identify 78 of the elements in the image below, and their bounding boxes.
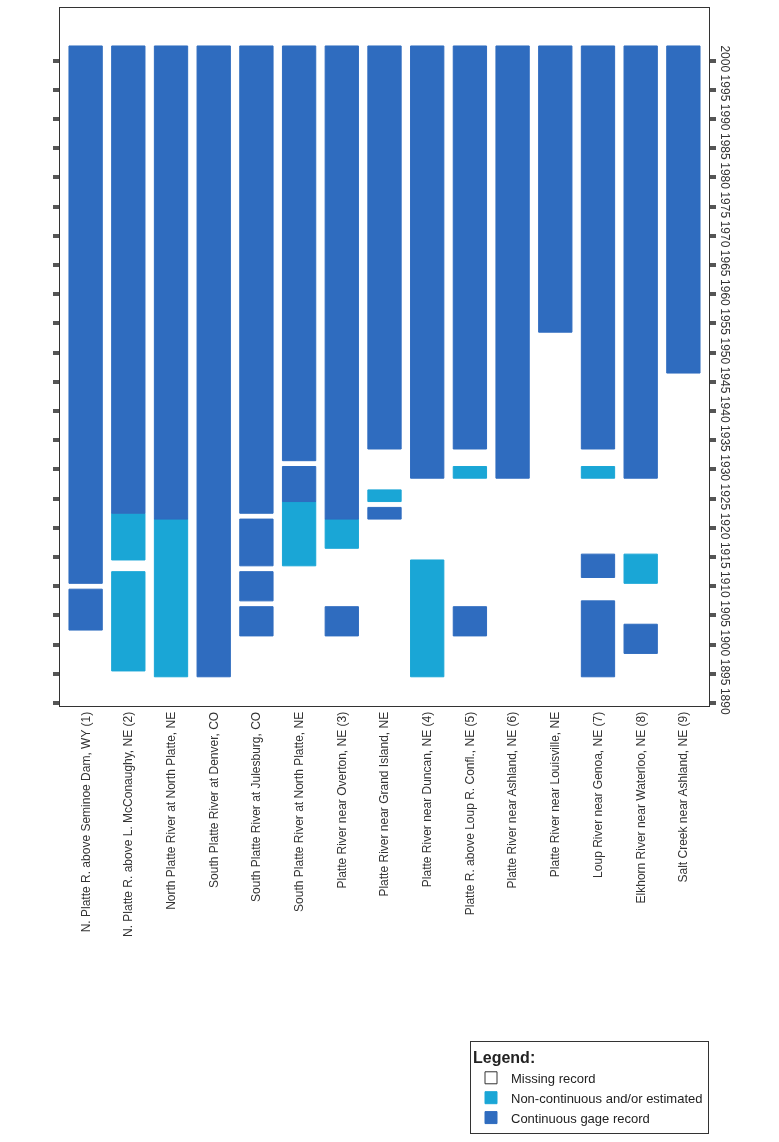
bar [538, 45, 573, 333]
bar [623, 623, 658, 654]
bar [281, 466, 317, 503]
bar [367, 45, 402, 450]
x-tick-label: Platte River near Overton, NE (3) [334, 711, 349, 889]
bar [68, 45, 103, 584]
x-tick-label: North Platte River at North Platte, NE [163, 711, 178, 910]
bar [623, 45, 658, 479]
x-tick-label: Elkhorn River near Waterloo, NE (8) [633, 711, 648, 904]
x-tick-label: Salt Creek near Ashland, NE (9) [676, 711, 691, 883]
bar [452, 45, 488, 450]
bar [324, 518, 359, 549]
y-tick-label: 1970 [717, 220, 732, 248]
bar [580, 553, 616, 578]
x-tick-label: N. Platte R. above Seminoe Dam, WY (1) [78, 711, 93, 933]
legend-label: Continuous gage record [511, 1110, 650, 1126]
y-tick-label: 1995 [717, 74, 732, 102]
y-tick-label: 1950 [717, 337, 732, 365]
bar [580, 45, 616, 450]
x-tick-label: South Platte River at North Platte, NE [292, 711, 307, 912]
bar [281, 501, 317, 567]
bar [324, 606, 359, 637]
x-tick-label: Platte River near Ashland, NE (6) [505, 711, 520, 889]
y-tick-label: 1905 [717, 600, 732, 628]
x-tick-label: Platte R. above Loup R. Confl., NE (5) [462, 711, 477, 916]
x-tick-label: Platte River near Grand Island, NE [377, 711, 392, 897]
bar [239, 518, 274, 567]
bar [239, 571, 274, 602]
legend-title: Legend: [473, 1048, 536, 1066]
y-tick-label: 1930 [717, 454, 732, 482]
y-tick-label: 1915 [717, 541, 732, 569]
x-tick-label: Platte River near Louisville, NE [548, 711, 563, 878]
x-tick-label: Platte River near Duncan, NE (4) [420, 711, 435, 888]
y-tick-label: 1890 [717, 687, 732, 715]
y-tick-label: 1935 [717, 425, 732, 453]
bar [68, 588, 103, 631]
y-tick-label: 1940 [717, 395, 732, 423]
y-tick-label: 1960 [717, 279, 732, 307]
bar [580, 600, 616, 678]
bar [111, 45, 146, 514]
y-tick-label: 1975 [717, 191, 732, 219]
bar [281, 45, 317, 462]
y-tick-label: 2000 [717, 45, 732, 73]
y-tick-label: 1895 [717, 658, 732, 686]
x-tick-label: Loup River near Genoa, NE (7) [590, 711, 605, 878]
bar [666, 45, 701, 374]
bar [196, 45, 231, 678]
bar [324, 45, 359, 520]
y-tick-label: 1920 [717, 512, 732, 540]
bar [239, 45, 274, 514]
bar [410, 559, 445, 678]
y-tick-label: 1980 [717, 162, 732, 190]
bar [153, 45, 189, 520]
bar [580, 466, 616, 479]
bar [410, 45, 445, 479]
y-tick-label: 1985 [717, 133, 732, 161]
x-tick-label: South Platte River at Denver, CO [206, 711, 221, 888]
y-tick-label: 1955 [717, 308, 732, 336]
y-tick-label: 1910 [717, 571, 732, 599]
y-tick-label: 1900 [717, 629, 732, 657]
bar [452, 466, 488, 479]
y-tick-label: 1925 [717, 483, 732, 511]
bar [452, 606, 488, 637]
y-tick-label: 1990 [717, 103, 732, 131]
bar [623, 553, 658, 584]
bar [239, 606, 274, 637]
y-tick-label: 1965 [717, 249, 732, 277]
bar [111, 571, 146, 672]
x-tick-label: N. Platte R. above L. McConaughy, NE (2) [121, 711, 136, 938]
legend-label: Non-continuous and/or estimated [511, 1090, 703, 1106]
bar [367, 506, 402, 520]
x-tick-label: South Platte River at Julesburg, CO [249, 711, 264, 902]
bar [495, 45, 530, 479]
bar [367, 489, 402, 503]
bar [111, 512, 146, 561]
y-tick-label: 1945 [717, 366, 732, 394]
bar [153, 518, 189, 678]
legend-label: Missing record [511, 1070, 596, 1086]
